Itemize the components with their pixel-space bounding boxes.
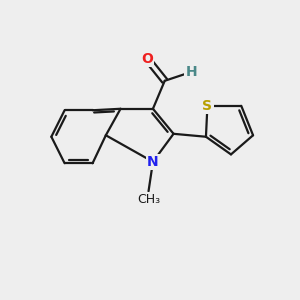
Text: H: H: [185, 65, 197, 79]
Text: N: N: [147, 155, 159, 169]
Text: O: O: [141, 52, 153, 66]
Text: CH₃: CH₃: [137, 193, 160, 206]
Text: S: S: [202, 99, 212, 113]
